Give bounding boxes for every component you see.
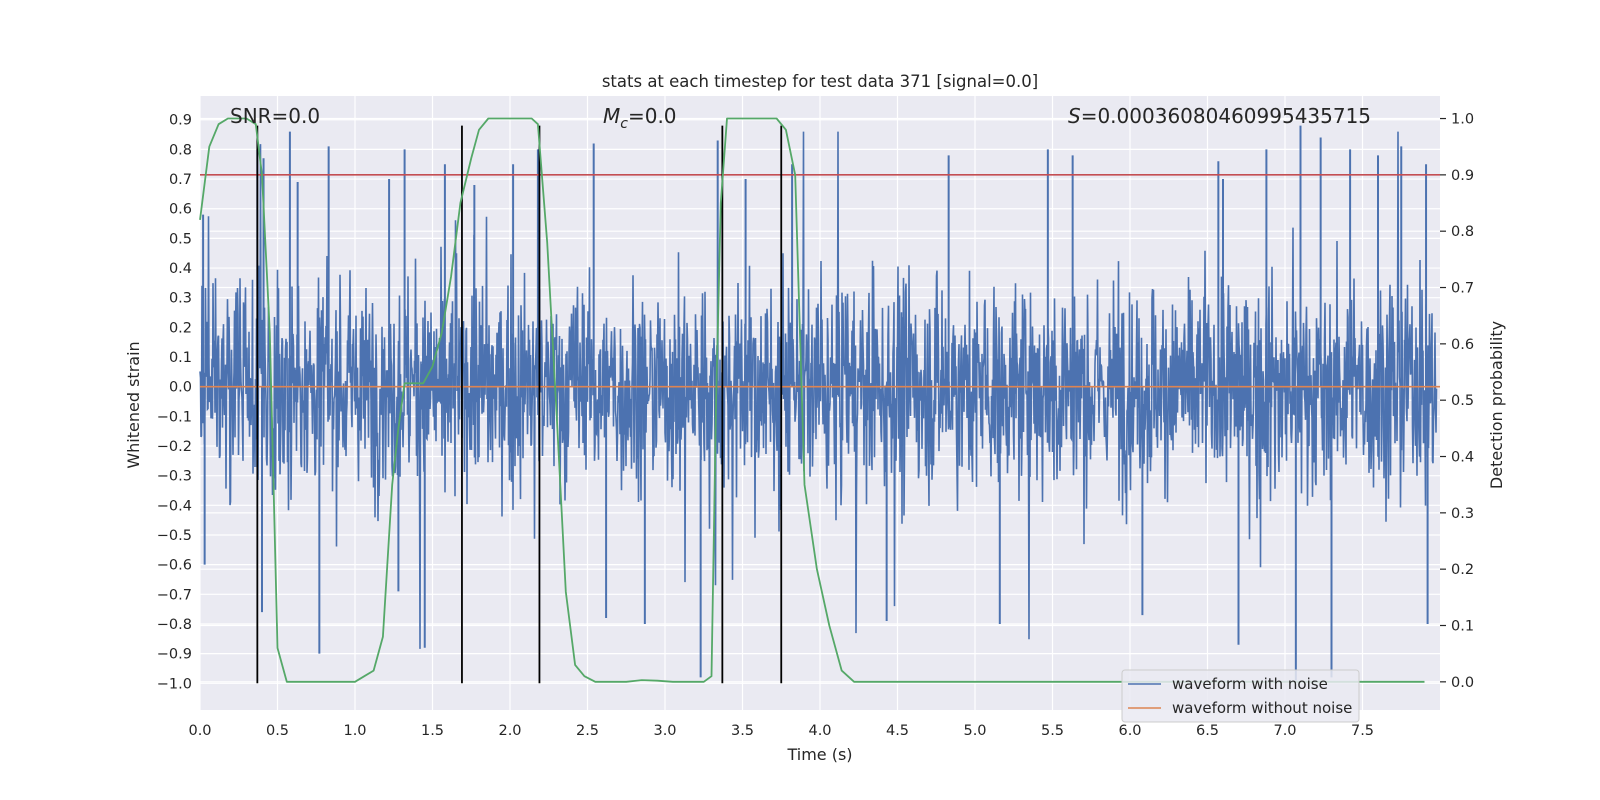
y-tick-label: 0.5 — [169, 231, 192, 247]
score-value: =0.00036080460995435715 — [1081, 104, 1371, 128]
y-tick-label: 0.1 — [169, 350, 192, 366]
x-tick-label: 4.0 — [808, 723, 831, 739]
y-tick-label: −0.2 — [157, 439, 192, 455]
x-tick-label: 3.0 — [653, 723, 676, 739]
x-tick-label: 3.5 — [731, 723, 754, 739]
x-tick-label: 7.5 — [1351, 723, 1374, 739]
x-tick-label: 2.5 — [576, 723, 599, 739]
x-tick-label: 5.0 — [963, 723, 986, 739]
y-tick-label: −0.1 — [157, 409, 192, 425]
chirp-mass-annotation: Mc=0.0 — [603, 104, 677, 132]
chirp-mass-symbol: M — [603, 104, 620, 128]
y-tick-label: −0.4 — [157, 498, 192, 514]
y2-axis-label: Detection probability — [1487, 321, 1506, 489]
y-tick-label: 0.6 — [169, 202, 192, 218]
x-tick-label: 7.0 — [1273, 723, 1296, 739]
y-tick-label: −0.8 — [157, 617, 192, 633]
x-tick-label: 6.0 — [1118, 723, 1141, 739]
y-tick-label: −0.3 — [157, 469, 192, 485]
chirp-mass-value: =0.0 — [628, 104, 677, 128]
x-tick-label: 4.5 — [886, 723, 909, 739]
legend-label-clean: waveform without noise — [1172, 699, 1352, 717]
y-tick-label: 0.8 — [169, 142, 192, 158]
x-axis-label: Time (s) — [786, 745, 852, 764]
y2-tick-label: 0.5 — [1451, 393, 1474, 409]
legend-label-noise: waveform with noise — [1172, 675, 1328, 693]
noise-waveform-series — [199, 125, 1438, 681]
y-tick-label: 0.2 — [169, 320, 192, 336]
y-tick-label: 0.0 — [169, 380, 192, 396]
x-tick-label: 0.5 — [266, 723, 289, 739]
x-tick-label: 0.0 — [188, 723, 211, 739]
x-tick-label: 1.5 — [421, 723, 444, 739]
x-tick-label: 5.5 — [1041, 723, 1064, 739]
probability-series — [199, 117, 1425, 683]
legend-box — [1121, 669, 1360, 723]
y2-tick-label: 0.1 — [1451, 619, 1474, 635]
y-tick-label: 0.4 — [169, 261, 192, 277]
y-tick-label: 0.9 — [169, 113, 192, 129]
y2-tick-label: 1.0 — [1451, 112, 1474, 128]
y2-tick-label: 0.3 — [1451, 506, 1474, 522]
y2-tick-label: 0.9 — [1451, 168, 1474, 184]
snr-annotation: SNR=0.0 — [230, 104, 320, 128]
y-tick-label: −0.9 — [157, 647, 192, 663]
y2-axis-ticks: 1.0 0.9 0.8 0.7 0.6 0.5 0.4 0.3 0.2 0.1 0.0 — [1440, 112, 1474, 691]
y2-tick-label: 0.6 — [1451, 337, 1474, 353]
y-axis-label: Whitened strain — [124, 341, 143, 468]
x-tick-label: 1.0 — [343, 723, 366, 739]
y2-tick-label: 0.0 — [1451, 675, 1474, 691]
y-tick-label: 0.3 — [169, 291, 192, 307]
y-tick-label: −0.6 — [157, 558, 192, 574]
y2-tick-label: 0.4 — [1451, 450, 1474, 466]
y-tick-label: −0.7 — [157, 587, 192, 603]
y2-tick-label: 0.2 — [1451, 562, 1474, 578]
legend: waveform with noise waveform without noi… — [1121, 669, 1360, 723]
x-tick-label: 6.5 — [1196, 723, 1219, 739]
score-symbol: S — [1068, 104, 1081, 128]
y2-tick-label: 0.7 — [1451, 281, 1474, 297]
detection-probability-line — [199, 117, 1425, 683]
y2-tick-label: 0.8 — [1451, 224, 1474, 240]
score-annotation: S=0.00036080460995435715 — [1068, 104, 1371, 128]
y-tick-label: −1.0 — [157, 676, 192, 692]
y-tick-label: 0.7 — [169, 172, 192, 188]
y-axis-ticks: 0.9 0.8 0.7 0.6 0.5 0.4 0.3 0.2 0.1 0.0 −0.1 −0.2 −0… — [157, 113, 192, 693]
chart-title: stats at each timestep for test data 371… — [602, 72, 1038, 91]
noise-waveform-line — [199, 131, 1438, 649]
x-tick-label: 2.0 — [498, 723, 521, 739]
y-tick-label: −0.5 — [157, 528, 192, 544]
chirp-mass-subscript: c — [620, 116, 628, 132]
event-lines-group — [256, 125, 783, 684]
x-axis-ticks: 0.0 0.5 1.0 1.5 2.0 2.5 3.0 3.5 4.0 4.5 5.0 5.5 6.0 6… — [188, 723, 1374, 739]
